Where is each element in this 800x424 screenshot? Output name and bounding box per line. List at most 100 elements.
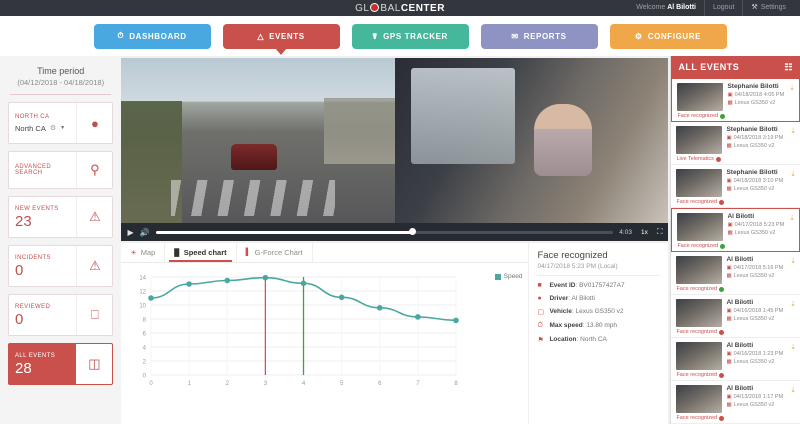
- event-vehicle: Lexus GS350 v2: [734, 230, 776, 236]
- event-driver-name: Al Bilotti: [726, 385, 754, 392]
- play-icon[interactable]: ▶: [127, 227, 134, 237]
- seek-bar[interactable]: [155, 228, 614, 235]
- download-icon[interactable]: ⇣: [790, 387, 796, 394]
- event-thumbnail[interactable]: [677, 83, 724, 111]
- event-thumbnail[interactable]: [677, 213, 724, 241]
- counter-card-all-events[interactable]: ALL EVENTS 28 ◫: [8, 343, 114, 385]
- nav-tab-configure[interactable]: ⚙ CONFIGURE: [609, 23, 727, 49]
- user-name: Al Bilotti: [667, 4, 696, 11]
- player-speed[interactable]: 1x: [640, 228, 648, 236]
- counter-card-reviewed[interactable]: REVIEWED 0 ⎕: [8, 294, 114, 336]
- counter-new-events-value: 23: [15, 212, 32, 230]
- folders-icon: ◫: [76, 344, 113, 384]
- warning-triangle-icon: △: [257, 31, 265, 41]
- counter-card-new-events[interactable]: NEW EVENTS 23 ⚠: [8, 196, 114, 238]
- event-meta: Stephanie Bilotti ▣ 04/18/2018 4:05 PM ▩ Lex…: [727, 83, 794, 111]
- svg-text:8: 8: [143, 318, 147, 324]
- top-bar: GL BALCENTER Welcome Al Bilotti Logout ⚒ S…: [0, 0, 800, 16]
- download-icon[interactable]: ⇣: [789, 215, 795, 222]
- svg-text:14: 14: [140, 276, 147, 282]
- map-pin-icon[interactable]: ●: [76, 103, 112, 143]
- download-icon[interactable]: ⇣: [790, 301, 796, 308]
- download-icon[interactable]: ⇣: [790, 171, 796, 178]
- folder-icon: ■: [537, 282, 542, 289]
- event-meta: Al Bilotti ▣ 04/17/2018 5:23 PM ▩ Lexus GS35…: [727, 213, 794, 241]
- video-player[interactable]: [121, 58, 669, 223]
- download-icon[interactable]: ⇣: [790, 344, 796, 351]
- event-thumbnail[interactable]: [676, 385, 723, 413]
- nav-tab-events[interactable]: △ EVENTS: [222, 23, 340, 55]
- event-list-item[interactable]: Al Bilotti ▣ 04/16/2018 1:45 PM ▩ Lexus GS35…: [671, 295, 800, 338]
- chevron-down-icon[interactable]: ▼: [60, 125, 66, 131]
- detail-row-driver: ● Driver: Al Bilotti: [537, 295, 595, 302]
- detail-value-vehicle: Lexus GS350 v2: [575, 308, 624, 315]
- tab-speed-chart[interactable]: ▉ Speed chart: [165, 243, 237, 262]
- event-tag-label: Face recognized: [677, 243, 719, 249]
- counter-card-incidents[interactable]: INCIDENTS 0 ⚠: [8, 245, 114, 287]
- fullscreen-icon[interactable]: ⛶: [656, 227, 663, 236]
- events-list[interactable]: Stephanie Bilotti ▣ 04/18/2018 4:05 PM ▩ Lex…: [671, 78, 800, 424]
- nav-tab-reports[interactable]: ✉ REPORTS: [480, 23, 598, 49]
- event-detail-panel: Face recognized 04/17/2018 5:23 PM (Loca…: [528, 243, 669, 424]
- region-select[interactable]: North CA ⚙ ▼: [15, 124, 70, 133]
- player-time: 4:03: [619, 228, 632, 236]
- nav-tab-gps-tracker[interactable]: ☤ GPS TRACKER: [351, 23, 469, 49]
- region-selector-card[interactable]: NORTH CA North CA ⚙ ▼ ●: [8, 102, 114, 144]
- event-thumbnail[interactable]: [676, 299, 723, 327]
- event-date: 04/17/2018 5:23 PM: [734, 222, 785, 228]
- detail-row-event-id: ■ Event ID: BV01757427A7: [537, 282, 625, 289]
- event-meta: Al Bilotti ▣ 04/13/2018 1:17 PM ▩ Lexus GS35…: [726, 385, 795, 413]
- time-period-title: Time period: [37, 66, 85, 76]
- event-thumbnail[interactable]: [676, 256, 723, 284]
- road-camera-view[interactable]: [121, 58, 395, 223]
- detail-row-max-speed: ⏱ Max speed: 13.80 mph: [537, 322, 618, 329]
- seek-bar-handle[interactable]: [408, 228, 416, 235]
- event-list-item[interactable]: Al Bilotti ▣ 04/17/2018 5:16 PM ▩ Lexus GS35…: [671, 252, 800, 295]
- event-list-item[interactable]: Al Bilotti ▣ 04/13/2018 1:17 PM ▩ Lexus GS35…: [671, 381, 800, 424]
- event-list-item[interactable]: Stephanie Bilotti ▣ 04/18/2018 3:10 PM ▩ Lex…: [671, 165, 800, 208]
- event-list-item[interactable]: Stephanie Bilotti ▣ 04/18/2018 4:05 PM ▩ Lex…: [671, 78, 800, 122]
- event-vehicle-row: ▩ Lexus GS350 v2: [726, 186, 795, 192]
- event-list-item[interactable]: Al Bilotti ▣ 04/16/2018 1:23 PM ▩ Lexus GS35…: [671, 338, 800, 381]
- event-thumbnail[interactable]: [676, 126, 723, 154]
- cabin-camera-view[interactable]: [394, 58, 669, 223]
- region-caption: NORTH CA: [15, 113, 50, 120]
- tab-map[interactable]: ☀ Map: [121, 243, 166, 262]
- advanced-search-caption: ADVANCED SEARCH: [15, 164, 52, 176]
- search-icon[interactable]: ⚲: [76, 152, 112, 188]
- counter-reviewed-caption: REVIEWED: [15, 303, 51, 310]
- time-period-range[interactable]: (04/12/2018 - 04/18/2018): [17, 78, 105, 87]
- detail-label-event-id: Event ID: [549, 282, 576, 289]
- lane-markings: [170, 180, 335, 217]
- download-icon[interactable]: ⇣: [790, 128, 796, 135]
- gear-icon[interactable]: ⚙: [49, 125, 57, 132]
- volume-icon[interactable]: 🔊: [139, 227, 150, 237]
- list-icon[interactable]: ☷: [784, 61, 793, 72]
- advanced-search-card[interactable]: ADVANCED SEARCH ⚲: [8, 151, 114, 189]
- speed-icon: ⏱: [537, 322, 543, 329]
- event-vehicle-row: ▩ Lexus GS350 v2: [726, 402, 795, 408]
- event-list-item[interactable]: Stephanie Bilotti ▣ 04/18/2018 3:19 PM ▩ Lex…: [671, 122, 800, 165]
- counter-reviewed-value: 0: [15, 310, 24, 328]
- settings-link[interactable]: ⚒ Settings: [742, 0, 794, 16]
- event-tag-status-dot: [719, 329, 725, 335]
- detail-row-vehicle: ▢ Vehicle: Lexus GS350 v2: [537, 308, 624, 316]
- event-thumbnail[interactable]: [676, 169, 723, 197]
- event-list-item[interactable]: Al Bilotti ▣ 04/17/2018 5:23 PM ▩ Lexus GS35…: [671, 208, 800, 252]
- event-meta: Stephanie Bilotti ▣ 04/18/2018 3:19 PM ▩ Lex…: [726, 126, 795, 154]
- gforce-icon: ▌: [245, 249, 251, 256]
- logout-link[interactable]: Logout: [704, 0, 742, 16]
- calendar-icon: ▣: [726, 135, 732, 141]
- counter-new-events-caption: NEW EVENTS: [15, 205, 59, 212]
- download-icon[interactable]: ⇣: [789, 85, 795, 92]
- welcome-text: Welcome Al Bilotti: [628, 0, 704, 16]
- speed-chart[interactable]: Speed 0 2 4 6 8 10 12 14 0 1 2 3 4 5 6 7 8: [121, 263, 528, 424]
- event-date: 04/16/2018 1:45 PM: [733, 308, 784, 314]
- svg-text:4: 4: [143, 346, 147, 352]
- nav-tab-dashboard[interactable]: ⏱ DASHBOARD: [93, 23, 211, 49]
- download-icon[interactable]: ⇣: [790, 258, 796, 265]
- tab-gforce-chart[interactable]: ▌ G-Force Chart: [237, 243, 313, 262]
- advanced-search-left: ADVANCED SEARCH: [9, 152, 76, 188]
- event-thumbnail[interactable]: [676, 342, 723, 370]
- event-meta: Al Bilotti ▣ 04/17/2018 5:16 PM ▩ Lexus GS35…: [726, 256, 795, 284]
